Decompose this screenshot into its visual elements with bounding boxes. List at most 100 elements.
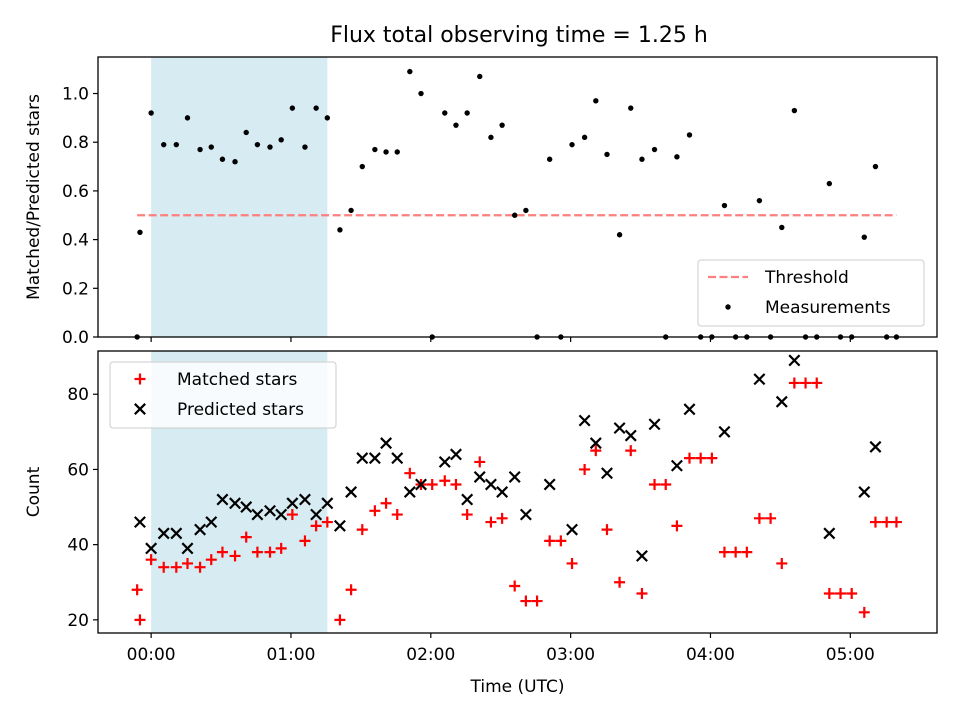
bottom-point <box>145 542 158 555</box>
bottom-point <box>788 354 801 367</box>
top-legend-label: Measurements <box>765 298 891 318</box>
bottom-point <box>601 467 613 480</box>
bottom-point <box>240 531 252 543</box>
bottom-point <box>286 497 299 510</box>
bottom-point <box>345 584 357 596</box>
bottom-point <box>298 493 311 506</box>
bottom-point <box>194 523 207 536</box>
top-point <box>604 151 610 158</box>
bottom-point <box>334 614 346 626</box>
bottom-point <box>753 373 766 386</box>
bottom-point <box>544 535 556 547</box>
bottom-series-0 <box>131 377 902 626</box>
bottom-point <box>321 516 333 528</box>
bottom-axes-frame <box>97 350 938 634</box>
bottom-point <box>461 509 473 521</box>
bottom-point <box>869 440 882 453</box>
top-point <box>383 149 389 155</box>
bottom-point <box>251 508 264 521</box>
bottom-point <box>240 501 253 514</box>
bottom-point <box>858 606 870 618</box>
top-ytick-label: 0.2 <box>62 279 89 299</box>
top-point <box>232 158 238 165</box>
bottom-point <box>321 497 334 510</box>
top-point <box>219 156 226 162</box>
bottom-point <box>216 546 228 558</box>
top-ytick-label: 0.4 <box>62 231 89 251</box>
top-point <box>872 163 879 170</box>
bottom-ylabel: Count <box>24 466 44 517</box>
top-ytick-label: 1.0 <box>62 85 89 105</box>
bottom-xtick-label: 00:00 <box>127 645 176 665</box>
top-legend-swatch <box>725 304 731 310</box>
top-legend: Threshold Measurements <box>697 259 925 327</box>
bottom-point <box>485 516 497 528</box>
top-point <box>512 212 518 218</box>
bottom-ytick-label: 80 <box>67 385 89 405</box>
bottom-point <box>461 493 474 506</box>
bottom-point <box>286 509 298 521</box>
bottom-point <box>670 459 683 472</box>
top-point <box>137 229 143 236</box>
bottom-point <box>881 516 893 528</box>
bottom-point <box>869 516 881 528</box>
bottom-point <box>404 467 416 479</box>
top-point <box>197 146 203 153</box>
bottom-point <box>706 452 718 464</box>
top-point <box>359 163 365 170</box>
bottom-point <box>730 546 742 558</box>
bottom-point <box>391 452 404 465</box>
bottom-point <box>391 509 403 521</box>
bottom-legend: Matched stars Predicted stars <box>109 361 337 429</box>
bottom-legend-swatch <box>134 373 146 385</box>
bottom-point <box>333 519 346 532</box>
bottom-point <box>800 377 812 389</box>
bottom-point <box>625 445 637 457</box>
bottom-point <box>509 580 521 592</box>
top-point <box>721 202 728 209</box>
bottom-point <box>310 520 322 532</box>
bottom-point <box>484 478 497 491</box>
bottom-point <box>403 486 416 498</box>
top-point <box>324 115 331 121</box>
bottom-point <box>229 497 242 510</box>
top-point <box>348 207 354 214</box>
bottom-point <box>426 478 438 490</box>
bottom-legend-label: Predicted stars <box>177 400 304 420</box>
bottom-point <box>718 425 731 438</box>
top-point <box>756 197 763 204</box>
bottom-point <box>205 516 218 529</box>
top-point <box>581 134 588 141</box>
bottom-point <box>858 486 871 498</box>
bottom-point <box>835 588 847 600</box>
bottom-point <box>473 470 486 483</box>
bottom-point <box>194 561 206 573</box>
bottom-point <box>157 527 170 540</box>
bottom-ytick-label: 60 <box>67 460 89 480</box>
bottom-point <box>775 395 788 408</box>
bottom-point <box>158 561 170 573</box>
bottom-point <box>496 486 509 498</box>
bottom-point <box>823 527 836 540</box>
top-point <box>826 180 833 187</box>
bottom-point <box>205 554 217 566</box>
top-ytick-label: 0.6 <box>62 182 89 202</box>
bottom-point <box>660 478 672 490</box>
bottom-point <box>613 422 626 435</box>
top-point <box>278 137 284 143</box>
top-point <box>861 234 867 240</box>
bottom-point <box>519 508 532 521</box>
bottom-point <box>649 478 661 490</box>
top-panel: 0.0 0.2 0.4 0.6 0.8 1.0 Matched/Predicted star… <box>24 56 938 348</box>
bottom-point <box>439 475 451 487</box>
top-point <box>173 141 180 148</box>
bottom-point <box>380 437 393 450</box>
top-point <box>546 156 553 162</box>
bottom-point <box>578 414 591 427</box>
top-point <box>477 73 483 80</box>
bottom-point <box>589 437 602 450</box>
bottom-point <box>635 549 648 562</box>
bottom-point <box>624 429 637 442</box>
bottom-point <box>590 445 602 457</box>
